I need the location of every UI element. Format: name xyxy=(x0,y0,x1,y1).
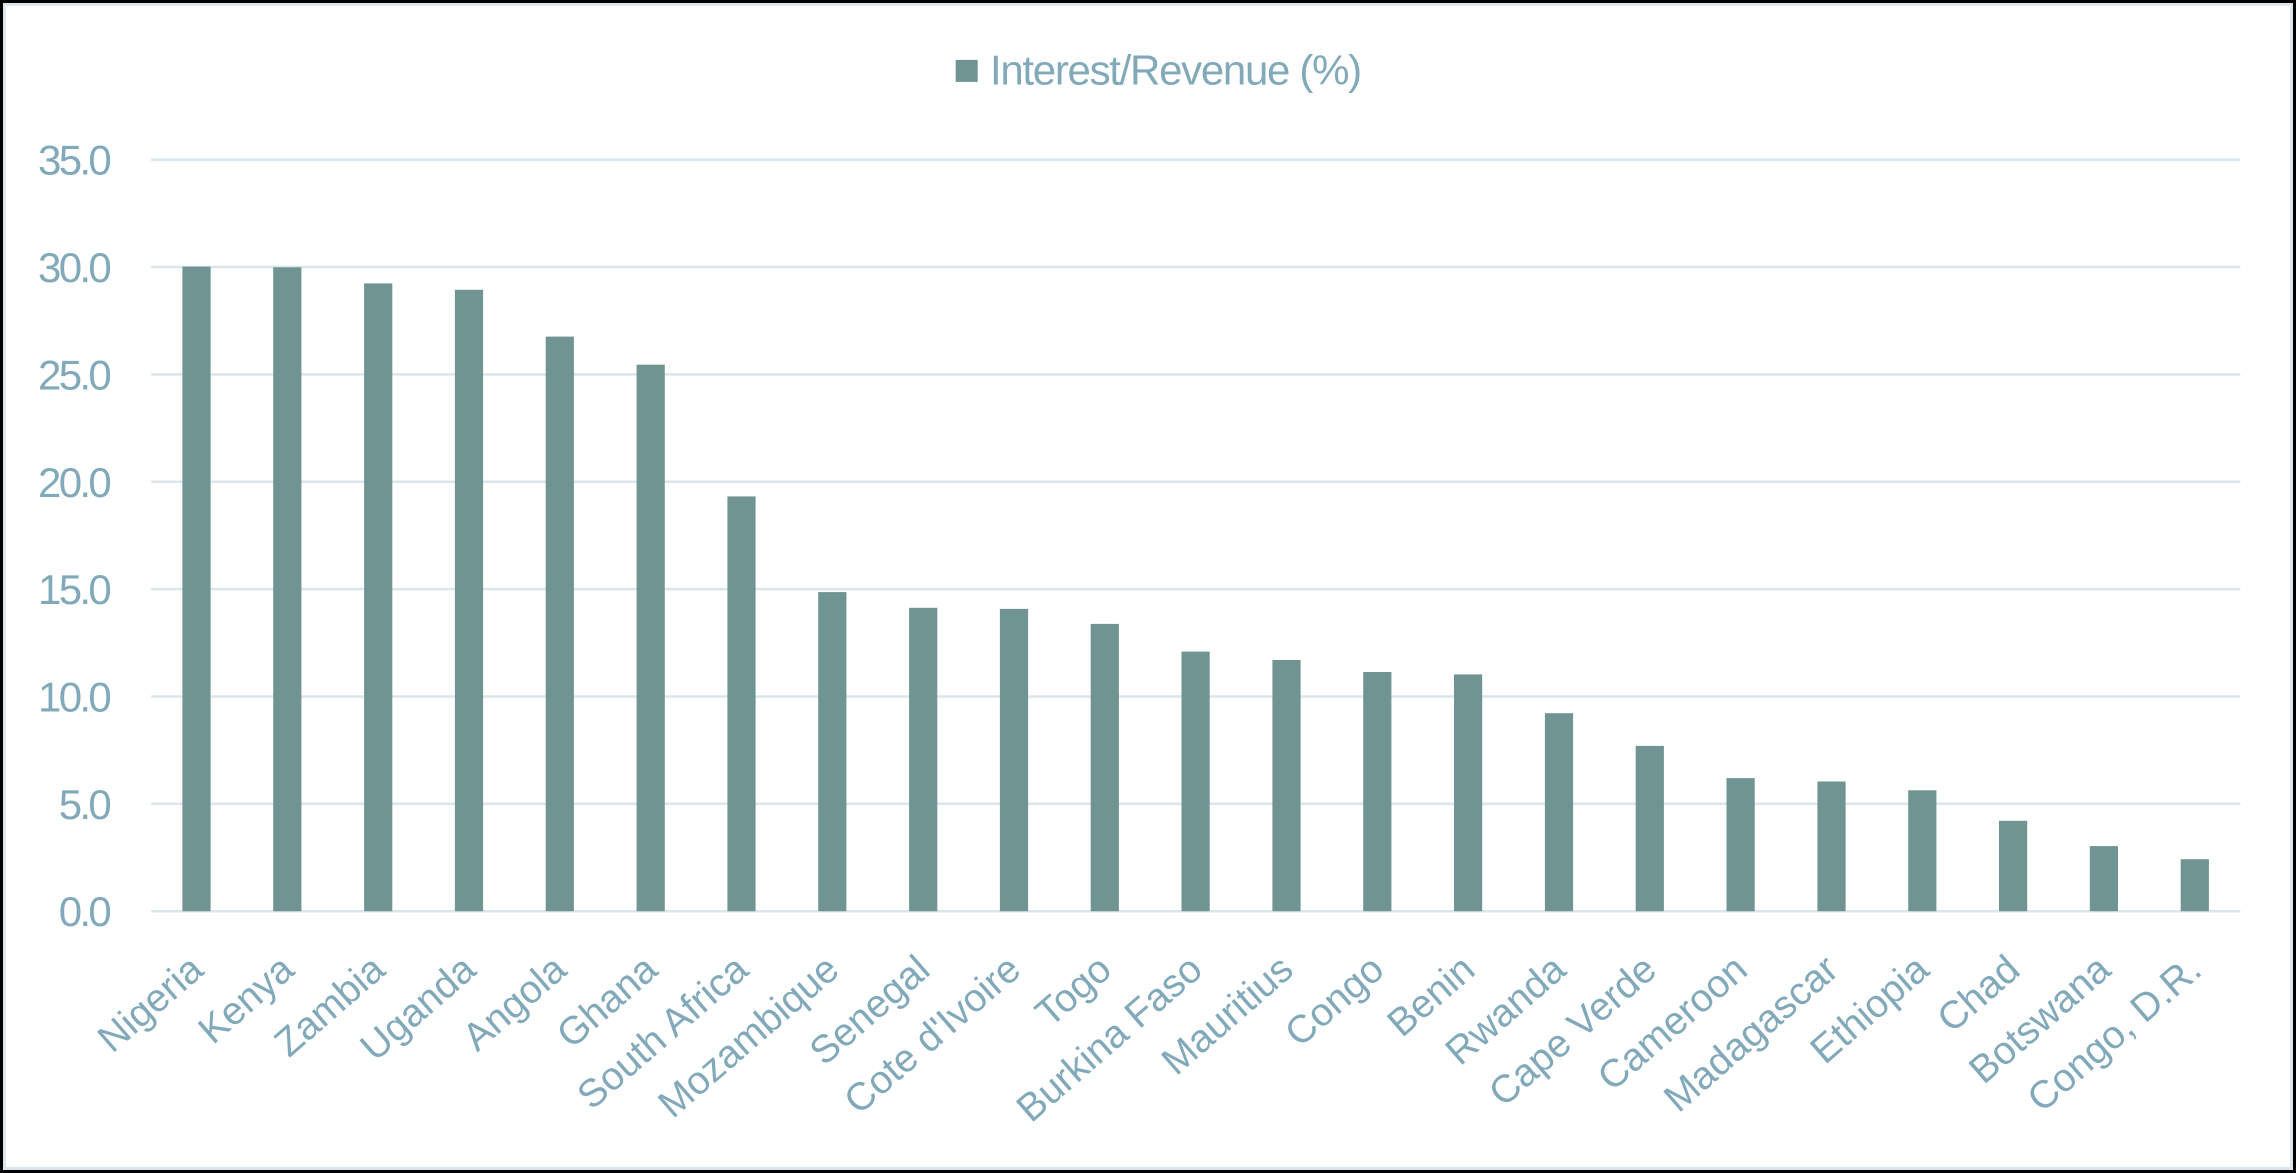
svg-text:15.0: 15.0 xyxy=(38,566,110,613)
svg-text:Interest/Revenue (%): Interest/Revenue (%) xyxy=(990,46,1361,93)
svg-text:10.0: 10.0 xyxy=(38,674,110,721)
svg-text:0.0: 0.0 xyxy=(59,888,111,935)
svg-text:5.0: 5.0 xyxy=(59,781,111,828)
svg-text:20.0: 20.0 xyxy=(38,459,110,506)
svg-text:35.0: 35.0 xyxy=(38,137,110,184)
svg-text:25.0: 25.0 xyxy=(38,351,110,398)
svg-text:30.0: 30.0 xyxy=(38,244,110,291)
